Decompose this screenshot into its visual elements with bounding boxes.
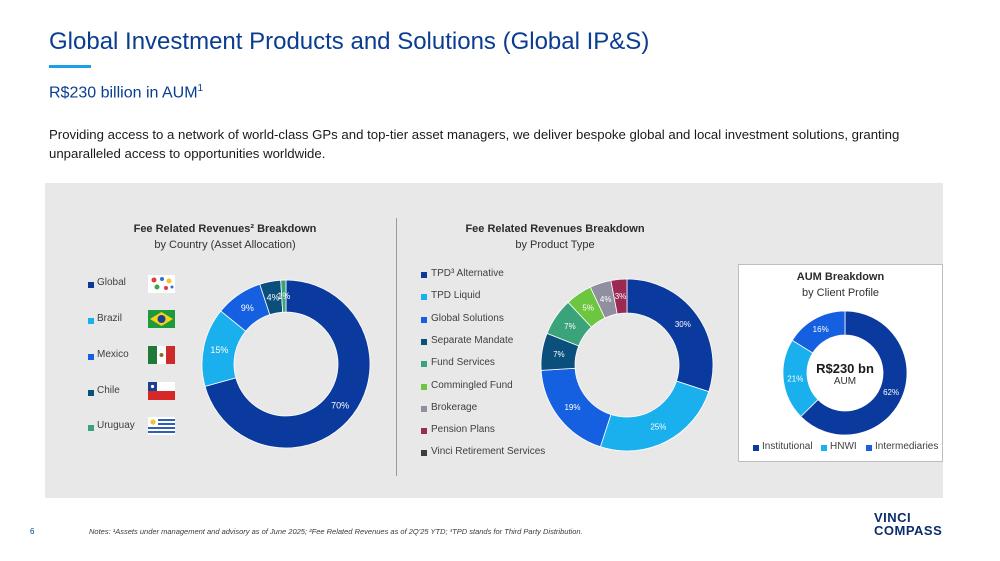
mexico-flag-icon <box>148 346 175 364</box>
product-legend-swatch <box>421 294 427 301</box>
country-donut-chart: 70% 15% 9% 4%1% <box>201 279 371 449</box>
product-legend-item: TPD Liquid <box>421 290 561 306</box>
country-legend-label: Global <box>97 277 126 288</box>
aum-data-label: 16% <box>813 325 829 334</box>
product-legend-swatch <box>421 316 427 323</box>
aum-slice-intermediaries <box>791 310 846 354</box>
product-legend-label: Pension Plans <box>431 424 495 436</box>
country-data-label: 9% <box>241 303 254 313</box>
product-legend-item: Vinci Retirement Services <box>421 446 561 462</box>
product-slice-tpd-alternative <box>626 278 714 393</box>
product-legend-label: Brokerage <box>431 401 478 413</box>
country-legend-label: Brazil <box>97 313 123 324</box>
aum-legend-swatch <box>821 445 827 451</box>
country-data-label: 15% <box>210 345 228 355</box>
country-data-label: 4% <box>267 292 280 302</box>
country-legend-label: Chile <box>97 385 120 396</box>
country-legend-item: Global <box>88 276 198 296</box>
vinci-compass-logo: VINCI COMPASS <box>874 510 943 538</box>
product-legend-item: Global Solutions <box>421 313 561 329</box>
product-data-label: 4% <box>600 295 612 304</box>
country-data-label: 70% <box>331 400 349 410</box>
country-slice-global <box>204 279 371 449</box>
product-data-label: 30% <box>675 320 691 329</box>
product-data-label: 3% <box>615 292 627 301</box>
aum-legend-label: Institutional <box>762 441 813 452</box>
product-legend-swatch <box>421 428 427 435</box>
aum-center-value: R$230 bn <box>816 361 874 376</box>
product-legend-swatch <box>421 405 427 412</box>
global-icon <box>148 275 175 293</box>
country-legend-swatch <box>88 425 94 431</box>
country-legend-label: Uruguay <box>97 420 135 431</box>
product-legend-swatch <box>421 338 427 345</box>
product-chart-title: Fee Related Revenues Breakdown by Product… <box>465 223 645 251</box>
country-slice-uruguay <box>280 279 287 313</box>
product-legend-swatch <box>421 272 427 278</box>
product-legend-swatch <box>421 383 427 390</box>
product-legend-item: Commingled Fund <box>421 380 561 396</box>
uruguay-flag-icon <box>148 417 175 435</box>
aum-data-label: 21% <box>787 374 803 383</box>
chile-flag-icon <box>148 382 175 400</box>
country-legend-swatch <box>88 390 94 396</box>
product-legend-label: Vinci Retirement Services <box>431 446 546 458</box>
product-legend-item: TPD³ Alternative <box>421 268 561 284</box>
product-donut-chart: 30% 25% 19% 7% 7% 5% 4% 3% <box>540 278 714 452</box>
country-legend-swatch <box>88 282 94 288</box>
aum-legend-label: Intermediaries <box>875 441 939 452</box>
country-data-label: 1% <box>277 291 290 301</box>
title-accent-rule <box>49 65 91 68</box>
aum-legend-label: HNWI <box>830 441 857 452</box>
product-legend-label: Fund Services <box>431 357 495 369</box>
country-chart-title: Fee Related Revenues² Breakdown by Countr… <box>133 223 317 251</box>
aum-legend-swatch <box>753 445 759 451</box>
product-legend-label: TPD³ Alternative <box>431 268 504 279</box>
aum-slice-institutional <box>800 310 908 436</box>
product-legend-label: Separate Mandate <box>431 334 514 346</box>
aum-chart-legend: Institutional HNWI Intermediaries <box>753 441 943 455</box>
product-legend-swatch <box>421 361 427 368</box>
page-description: Providing access to a network of world-c… <box>49 127 900 161</box>
page-subtitle: R$230 billion in AUM1 <box>49 83 204 102</box>
aum-center-label: R$230 bn AUM <box>805 361 885 387</box>
aum-breakdown-card: AUM Breakdown by Client Profile 62% 21% 16%… <box>738 264 943 462</box>
product-legend-label: Commingled Fund <box>431 379 513 391</box>
aum-legend-swatch <box>866 445 872 451</box>
product-legend-label: TPD Liquid <box>431 290 481 302</box>
product-slice-tpd-liquid <box>599 380 710 452</box>
aum-center-caption: AUM <box>833 376 857 387</box>
aum-chart-title: AUM Breakdown by Client Profile <box>796 271 885 299</box>
product-data-label: 5% <box>582 304 594 313</box>
product-legend-item: Pension Plans <box>421 424 561 440</box>
brazil-flag-icon <box>148 310 175 328</box>
country-legend-item: Chile <box>88 384 198 404</box>
country-legend-swatch <box>88 354 94 360</box>
footnotes: Notes: ¹Assets under management and advi… <box>89 527 583 536</box>
product-legend-swatch <box>421 450 427 457</box>
country-legend-label: Mexico <box>97 349 129 360</box>
product-legend-item: Brokerage <box>421 402 561 418</box>
product-legend-item: Separate Mandate <box>421 335 561 351</box>
page-title: Global Investment Products and Solutions… <box>49 28 650 55</box>
country-legend-item: Brazil <box>88 312 198 332</box>
page-number: 6 <box>30 527 35 536</box>
country-legend-item: Uruguay <box>88 419 198 439</box>
country-legend-swatch <box>88 318 94 324</box>
product-data-label: 25% <box>650 422 666 431</box>
product-legend-item: Fund Services <box>421 357 561 373</box>
product-data-label: 19% <box>564 403 580 412</box>
aum-data-label: 62% <box>883 388 899 397</box>
panel-divider <box>396 218 397 476</box>
product-data-label: 7% <box>553 350 565 359</box>
product-data-label: 7% <box>564 322 576 331</box>
country-legend-item: Mexico <box>88 348 198 368</box>
product-legend-label: Global Solutions <box>431 312 504 324</box>
product-slice-pension-plans <box>610 278 628 315</box>
aum-donut-chart: 62% 21% 16% <box>782 310 908 436</box>
